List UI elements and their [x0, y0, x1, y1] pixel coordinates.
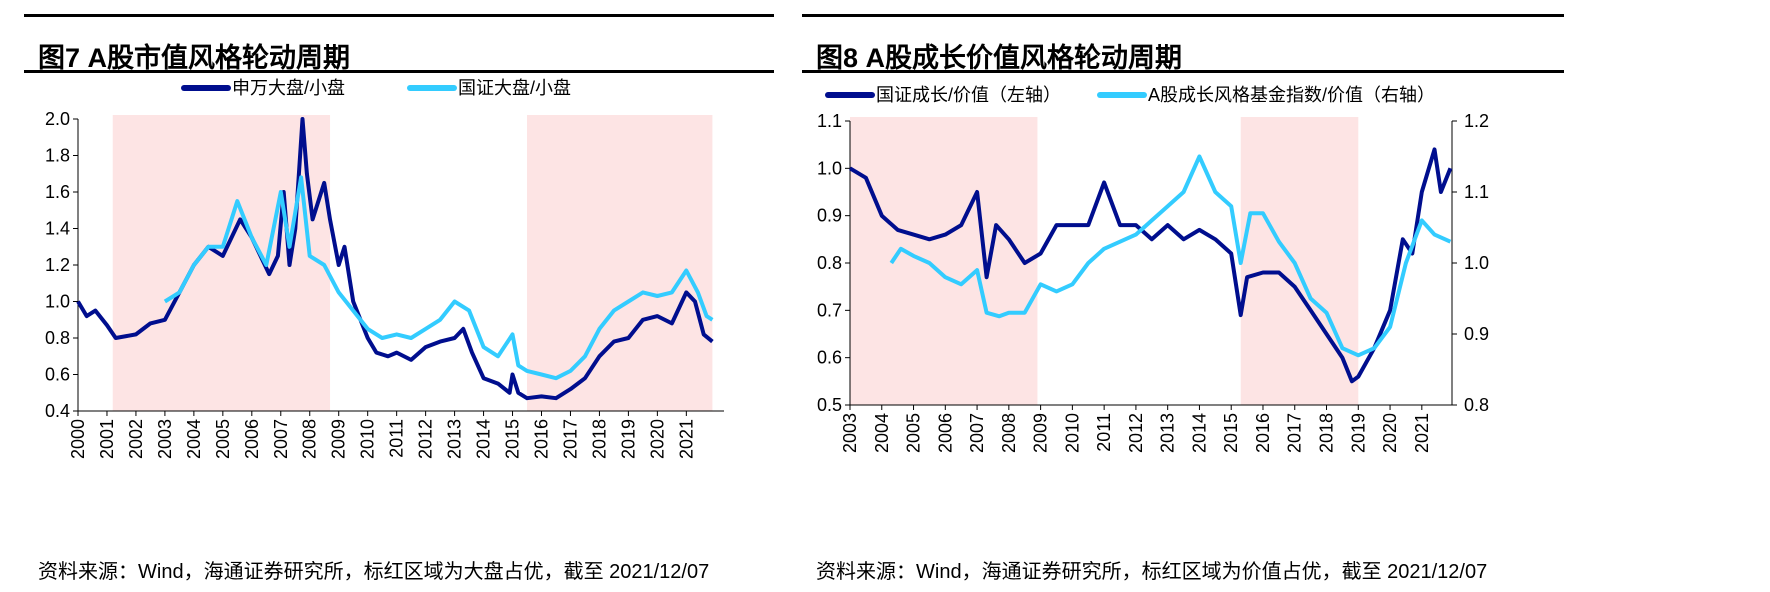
- series-line-0: [848, 147, 1453, 384]
- x-tick-label: 2004: [872, 413, 892, 453]
- x-tick-label: 2018: [589, 419, 609, 459]
- shaded-region: [527, 115, 713, 411]
- x-tick-label: 2004: [184, 419, 204, 459]
- y-tick-label: 1.4: [45, 219, 70, 239]
- legend-label: 申万大盘/小盘: [232, 78, 345, 98]
- x-tick-label: 2013: [445, 419, 465, 459]
- chart-title: 图8 A股成长价值风格轮动周期: [816, 43, 1183, 73]
- x-tick-label: 2005: [904, 413, 924, 453]
- x-tick-label: 2007: [967, 413, 987, 453]
- shaded-region: [112, 115, 331, 411]
- x-tick-label: 2005: [213, 419, 233, 459]
- x-tick-label: 2014: [474, 419, 494, 459]
- x-tick-label: 2011: [387, 419, 407, 458]
- y-tick-label: 1.2: [45, 255, 70, 275]
- x-tick-label: 2015: [503, 419, 523, 459]
- chart-panel-fig7: 图7 A股市值风格轮动周期 0.4 0.6 0.8 1.0 1.2 1.4 1.6 1.8 2.…: [24, 14, 774, 584]
- y-tick-label: 1.1: [817, 111, 842, 131]
- y-tick-label: 1.8: [45, 146, 70, 166]
- series-line-1: [163, 175, 714, 381]
- y-tick-label: 2.0: [45, 109, 70, 129]
- x-tick-label: 2019: [618, 419, 638, 459]
- x-tick-label: 2017: [560, 419, 580, 459]
- x-tick-label: 2007: [271, 419, 291, 459]
- x-tick-label: 2021: [1412, 413, 1432, 453]
- divider: [802, 14, 1564, 17]
- chart-panel-fig8: 图8 A股成长价值风格轮动周期 0.5 0.6 0.7 0.8 0.9 1.0 1.1 0.8…: [802, 14, 1564, 584]
- x-tick-label: 2020: [1380, 413, 1400, 453]
- x-tick-label: 2012: [416, 419, 436, 459]
- legend-label: 国证大盘/小盘: [458, 78, 571, 98]
- chart-title: 图7 A股市值风格轮动周期: [38, 43, 351, 73]
- x-tick-label: 2009: [329, 419, 349, 459]
- x-tick-label: 2008: [300, 419, 320, 459]
- y-tick-label: 0.7: [817, 300, 842, 320]
- legend-label: A股成长风格基金指数/价值（右轴）: [1148, 85, 1435, 105]
- source-note: 资料来源：Wind，海通证券研究所，标红区域为大盘占优，截至 2021/12/0…: [38, 561, 710, 583]
- x-tick-label: 2006: [935, 413, 955, 453]
- x-tick-label: 2015: [1221, 413, 1241, 453]
- y-tick-label: 0.8: [45, 328, 70, 348]
- x-tick-label: 2006: [242, 419, 262, 459]
- shaded-region: [850, 117, 1038, 405]
- y-tick-label: 0.9: [817, 206, 842, 226]
- x-tick-label: 2017: [1285, 413, 1305, 453]
- x-tick-label: 2018: [1317, 413, 1337, 453]
- chart-svg: 0.5 0.6 0.7 0.8 0.9 1.0 1.1 0.8 0.9 1.0 1.1 1.2 2003…: [817, 85, 1489, 453]
- shaded-region: [1240, 117, 1359, 405]
- x-tick-label: 2002: [126, 419, 146, 459]
- x-tick-label: 2011: [1094, 413, 1114, 452]
- y2-tick-label: 0.9: [1464, 324, 1489, 344]
- y2-tick-label: 1.0: [1464, 253, 1489, 273]
- x-tick-label: 2021: [676, 419, 696, 459]
- x-tick-label: 2001: [97, 419, 117, 459]
- x-tick-label: 2019: [1348, 413, 1368, 453]
- y-tick-label: 0.5: [817, 395, 842, 415]
- x-tick-label: 2016: [531, 419, 551, 459]
- x-tick-label: 2000: [68, 419, 88, 459]
- y-tick-label: 0.8: [817, 253, 842, 273]
- y2-tick-label: 1.1: [1464, 182, 1489, 202]
- x-tick-label: 2008: [999, 413, 1019, 453]
- series-line-1: [889, 154, 1452, 358]
- x-tick-label: 2013: [1158, 413, 1178, 453]
- y-tick-label: 1.6: [45, 182, 70, 202]
- y-tick-label: 1.0: [45, 292, 70, 312]
- x-tick-label: 2009: [1031, 413, 1051, 453]
- y-tick-label: 1.0: [817, 158, 842, 178]
- x-tick-label: 2003: [840, 413, 860, 453]
- x-tick-label: 2020: [647, 419, 667, 459]
- legend-label: 国证成长/价值（左轴）: [876, 85, 1061, 105]
- y-tick-label: 0.4: [45, 401, 70, 421]
- chart-svg: 0.4 0.6 0.8 1.0 1.2 1.4 1.6 1.8 2.0 2000 2001 2002 2…: [45, 78, 724, 459]
- x-tick-label: 2016: [1253, 413, 1273, 453]
- x-tick-label: 2010: [1062, 413, 1082, 453]
- x-tick-label: 2010: [358, 419, 378, 459]
- y2-tick-label: 0.8: [1464, 395, 1489, 415]
- source-note: 资料来源：Wind，海通证券研究所，标红区域为价值占优，截至 2021/12/0…: [816, 561, 1488, 583]
- divider: [24, 14, 774, 17]
- x-tick-label: 2003: [155, 419, 175, 459]
- x-tick-label: 2014: [1189, 413, 1209, 453]
- divider: [802, 70, 1564, 73]
- x-tick-label: 2012: [1126, 413, 1146, 453]
- y-tick-label: 0.6: [45, 365, 70, 385]
- divider: [24, 70, 774, 73]
- y-tick-label: 0.6: [817, 348, 842, 368]
- y2-tick-label: 1.2: [1464, 111, 1489, 131]
